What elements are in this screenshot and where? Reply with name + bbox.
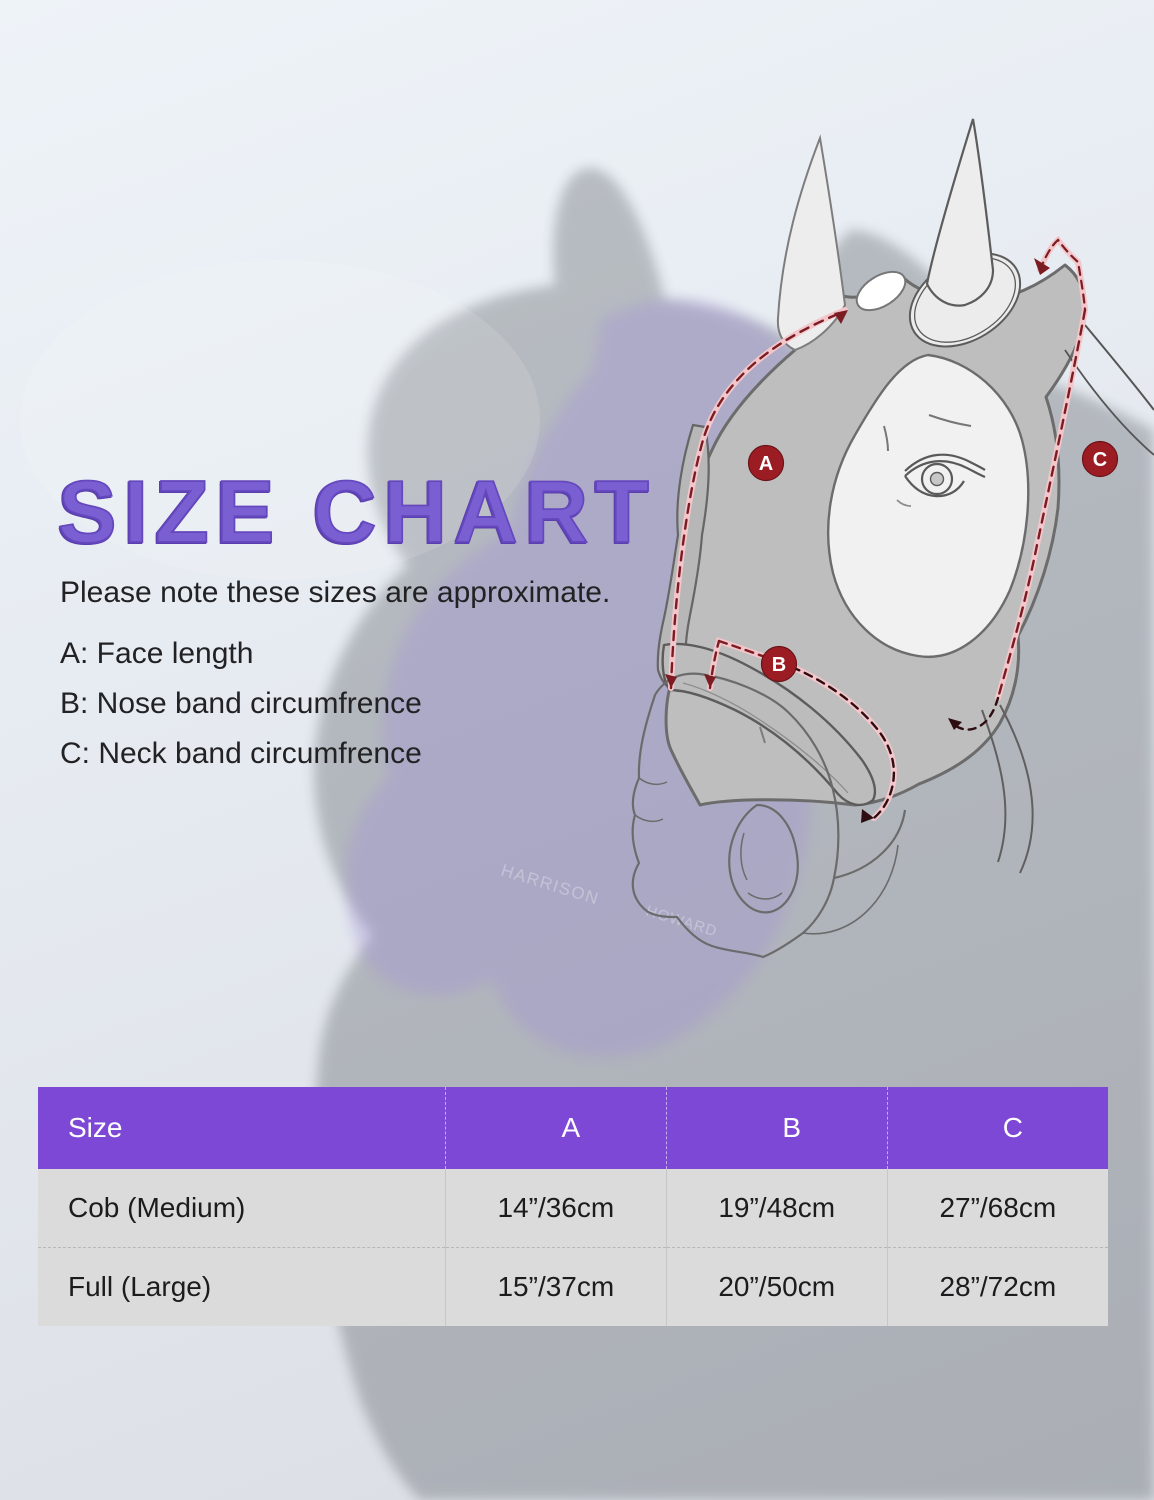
svg-text:C: C [1093,449,1107,471]
svg-text:B: B [772,654,786,676]
svg-text:A: A [759,453,773,475]
